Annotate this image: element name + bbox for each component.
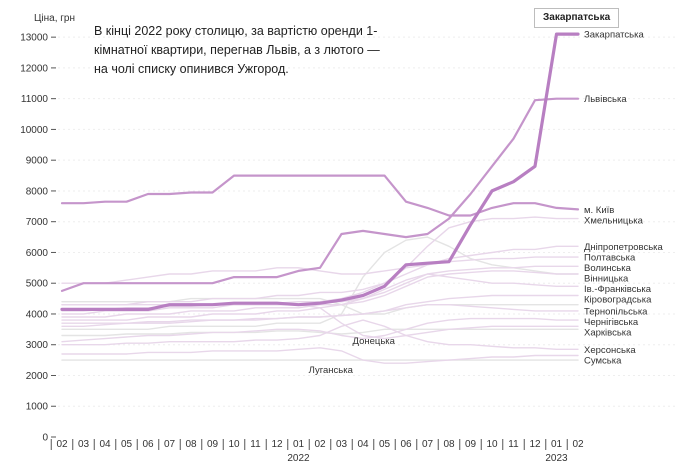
- y-tick-label: 8000: [26, 186, 49, 197]
- x-tick-label: 02: [56, 439, 68, 450]
- y-tick-label: 10000: [20, 125, 48, 136]
- series-line-закарпатська[interactable]: [60, 32, 580, 311]
- series-label: Харківська: [584, 327, 632, 338]
- series-label: Тернопільська: [584, 306, 648, 317]
- series-label: Кіровоградська: [584, 295, 652, 306]
- y-axis-label: Ціна, грн: [34, 13, 75, 24]
- series-label: Донецька: [353, 336, 396, 347]
- x-tick-label: 04: [99, 439, 111, 450]
- series-line-полтавська[interactable]: [61, 256, 579, 306]
- y-tick-label: 3000: [26, 340, 49, 351]
- series-label: Вінницька: [584, 274, 629, 285]
- y-tick-label: 13000: [20, 33, 48, 44]
- series-line-unnamed[interactable]: [61, 236, 579, 330]
- chart-annotation: В кінці 2022 року столицю, за вартістю о…: [94, 24, 380, 76]
- x-tick-label: 05: [121, 439, 133, 450]
- series-lines: [60, 32, 580, 364]
- x-tick-label: 08: [185, 439, 197, 450]
- x-tick-label: 02: [572, 439, 584, 450]
- series-label: Луганська: [309, 365, 354, 376]
- x-tick-label: 08: [443, 439, 455, 450]
- x-tick-label: 01: [293, 439, 305, 450]
- series-label: Дніпропетровська: [584, 242, 664, 253]
- series-line-чернігівська[interactable]: [61, 317, 579, 343]
- series-line-unnamed[interactable]: [61, 297, 579, 315]
- x-tick-label: 12: [529, 439, 541, 450]
- y-tick-label: 7000: [26, 217, 49, 228]
- y-tick-label: 12000: [20, 63, 48, 74]
- x-tick-label: 01: [551, 439, 563, 450]
- x-tick-label: 07: [422, 439, 434, 450]
- series-line-херсонська[interactable]: [61, 319, 579, 350]
- x-tick-label: 07: [164, 439, 176, 450]
- series-line-м-київ[interactable]: [60, 174, 580, 217]
- y-tick-label: 0: [42, 433, 48, 444]
- x-tick-label: 06: [400, 439, 412, 450]
- x-tick-label: 09: [207, 439, 219, 450]
- x-tick-label: 10: [486, 439, 498, 450]
- x-tick-label: 10: [228, 439, 240, 450]
- series-line-харківська[interactable]: [61, 304, 579, 340]
- series-label: Ів.-Франківська: [584, 284, 652, 295]
- x-tick-label: 11: [508, 439, 519, 450]
- series-label: Волинська: [584, 263, 632, 274]
- x-tick-label: 09: [465, 439, 477, 450]
- x-year-label: 2023: [545, 453, 568, 464]
- series-label: Сумська: [584, 355, 622, 366]
- y-tick-label: 2000: [26, 371, 49, 382]
- x-tick-label: 04: [357, 439, 369, 450]
- series-label: Чернігівська: [584, 317, 639, 328]
- y-tick-label: 9000: [26, 156, 49, 167]
- series-label: Хмельницька: [584, 215, 644, 226]
- y-axis-ticks: 0 1000 2000 3000 4000 5000 6000 7000 8000 9000 100…: [20, 33, 56, 444]
- series-label: Львівська: [584, 94, 627, 105]
- series-line-хмельницька[interactable]: [61, 216, 579, 312]
- series-line-львівська[interactable]: [60, 97, 580, 292]
- series-label: Херсонська: [584, 345, 636, 356]
- series-label: Полтавська: [584, 253, 636, 264]
- x-tick-label: 03: [78, 439, 90, 450]
- x-year-label: 2022: [287, 453, 310, 464]
- x-tick-label: 02: [314, 439, 326, 450]
- series-tooltip: Закарпатська: [534, 8, 620, 28]
- series-line-волинська[interactable]: [61, 265, 579, 315]
- series-label: Закарпатська: [584, 30, 644, 41]
- series-line-дніпропетровська[interactable]: [61, 245, 579, 284]
- x-tick-label: 12: [271, 439, 283, 450]
- series-line-тернопільська[interactable]: [61, 304, 579, 324]
- x-tick-label: 05: [379, 439, 391, 450]
- x-tick-label: 06: [142, 439, 154, 450]
- series-line-сумська[interactable]: [61, 347, 579, 364]
- series-line-ів-франківська[interactable]: [61, 273, 579, 321]
- series-line-донецька[interactable]: [61, 328, 579, 337]
- series-label: м. Київ: [584, 205, 614, 216]
- y-tick-label: 1000: [26, 402, 49, 413]
- y-tick-label: 6000: [26, 248, 49, 259]
- y-tick-label: 4000: [26, 309, 49, 320]
- y-tick-label: 5000: [26, 279, 49, 290]
- y-tick-label: 11000: [21, 94, 49, 105]
- x-tick-label: 03: [336, 439, 348, 450]
- x-axis: 02 03 04 05 06 07 08 09 10 11 12 01 02 03 04 05 06 07 08 09…: [50, 439, 584, 464]
- x-tick-label: 11: [250, 439, 261, 450]
